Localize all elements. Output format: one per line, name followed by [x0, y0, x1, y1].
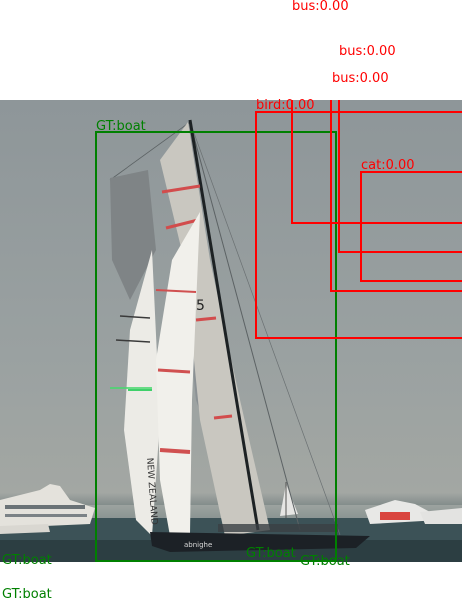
- pred-label: bus:0.00: [292, 0, 349, 14]
- pred-label: cat:0.00: [361, 158, 415, 173]
- pred-box: [338, 100, 462, 253]
- pred-box: [291, 100, 462, 224]
- pred-box: [360, 171, 462, 282]
- pred-label: bus:0.00: [339, 44, 396, 59]
- gt-label: GT:boat: [2, 587, 52, 602]
- svg-text:5: 5: [196, 298, 205, 314]
- pred-label: bus:0.00: [332, 71, 389, 86]
- photo-drawing: NEW ZEALAND 5 abnighe: [0, 119, 462, 562]
- gt-label: GT:boat: [300, 554, 350, 569]
- pred-box: [330, 100, 462, 292]
- hull-text: abnighe: [184, 541, 212, 549]
- gt-box: [95, 131, 337, 562]
- sail-text: NEW ZEALAND: [144, 458, 159, 526]
- sailboat-photo: NEW ZEALAND 5 abnighe: [0, 100, 462, 562]
- gt-label: GT:boat: [246, 546, 296, 561]
- gt-label: GT:boat: [96, 119, 146, 134]
- pred-box: [255, 111, 462, 339]
- pred-label: bird:0.00: [256, 98, 315, 113]
- gt-label: GT:boat: [2, 553, 52, 568]
